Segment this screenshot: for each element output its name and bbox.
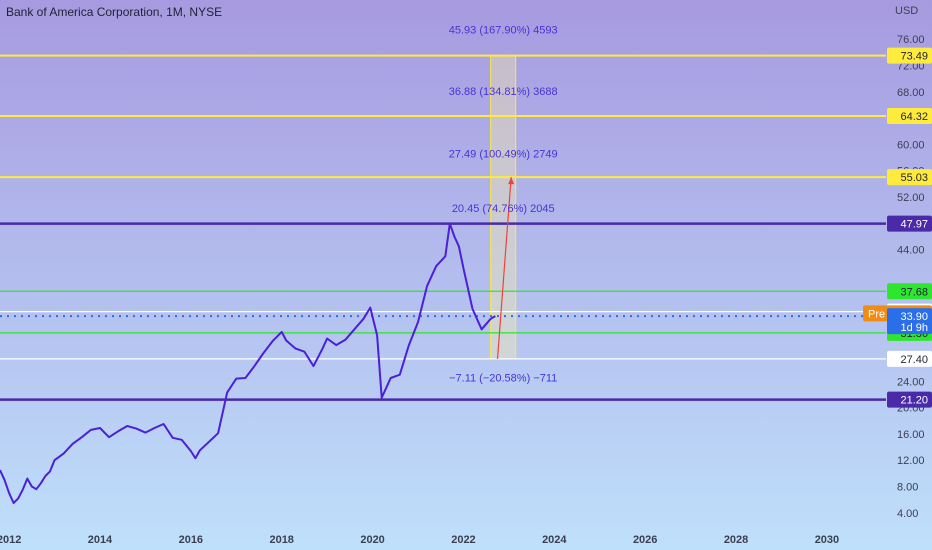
x-tick-label: 2030 bbox=[815, 534, 839, 546]
x-tick-label: 2018 bbox=[269, 534, 293, 546]
y-tick-label: 52.00 bbox=[897, 192, 925, 204]
x-tick-label: 2024 bbox=[542, 534, 567, 546]
level-badge bbox=[887, 283, 932, 300]
y-tick-label: 24.00 bbox=[897, 376, 925, 388]
level-badge-label: 37.68 bbox=[900, 286, 928, 298]
fib-annotation: 20.45 (74.76%) 2045 bbox=[452, 203, 555, 215]
fib-annotation: −7.11 (−20.58%) −711 bbox=[449, 372, 557, 384]
pre-market-tag: Pre bbox=[868, 308, 885, 320]
y-tick-label: 76.00 bbox=[897, 34, 925, 46]
level-badge-label: 73.49 bbox=[900, 51, 928, 63]
level-badge-label: 47.97 bbox=[900, 219, 928, 231]
x-tick-label: 2022 bbox=[451, 534, 475, 546]
price-line bbox=[0, 222, 496, 504]
y-tick-label: 8.00 bbox=[897, 482, 918, 494]
level-badge bbox=[887, 391, 932, 408]
current-price-label: 33.90 bbox=[900, 311, 928, 323]
current-price-countdown: 1d 9h bbox=[900, 322, 928, 334]
level-badge-label: 27.40 bbox=[900, 354, 928, 366]
fib-annotation: 27.49 (100.49%) 2749 bbox=[449, 149, 558, 161]
level-badge bbox=[887, 47, 932, 64]
x-tick-label: 2028 bbox=[724, 534, 748, 546]
y-tick-label: 16.00 bbox=[897, 429, 925, 441]
y-tick-label: 60.00 bbox=[897, 139, 925, 151]
fib-zone bbox=[490, 55, 516, 359]
x-tick-label: 2020 bbox=[360, 534, 384, 546]
y-tick-label: 12.00 bbox=[897, 455, 925, 467]
x-tick-label: 2026 bbox=[633, 534, 657, 546]
projection-arrowhead bbox=[508, 177, 515, 185]
current-price-badge bbox=[887, 308, 932, 335]
projection-line bbox=[496, 177, 512, 359]
level-badge bbox=[887, 169, 932, 186]
x-tick-label: 2014 bbox=[88, 534, 113, 546]
level-badge bbox=[887, 108, 932, 124]
level-badge-label: 21.20 bbox=[900, 395, 928, 407]
level-badge bbox=[887, 215, 932, 232]
level-badge-label: 55.03 bbox=[900, 172, 928, 184]
fib-annotation: 36.88 (134.81%) 3688 bbox=[449, 86, 558, 98]
y-tick-label: 4.00 bbox=[897, 508, 918, 520]
fib-annotation: 45.93 (167.90%) 4593 bbox=[449, 24, 558, 36]
level-badge-label: 64.32 bbox=[900, 111, 928, 123]
y-tick-label: 68.00 bbox=[897, 87, 925, 99]
chart-title: Bank of America Corporation, 1M, NYSE bbox=[6, 5, 223, 19]
level-badge bbox=[887, 350, 932, 367]
currency-label: USD bbox=[895, 5, 919, 17]
x-tick-label: 2016 bbox=[179, 534, 203, 546]
y-tick-label: 44.00 bbox=[897, 245, 925, 257]
x-tick-label: 2012 bbox=[0, 534, 21, 546]
